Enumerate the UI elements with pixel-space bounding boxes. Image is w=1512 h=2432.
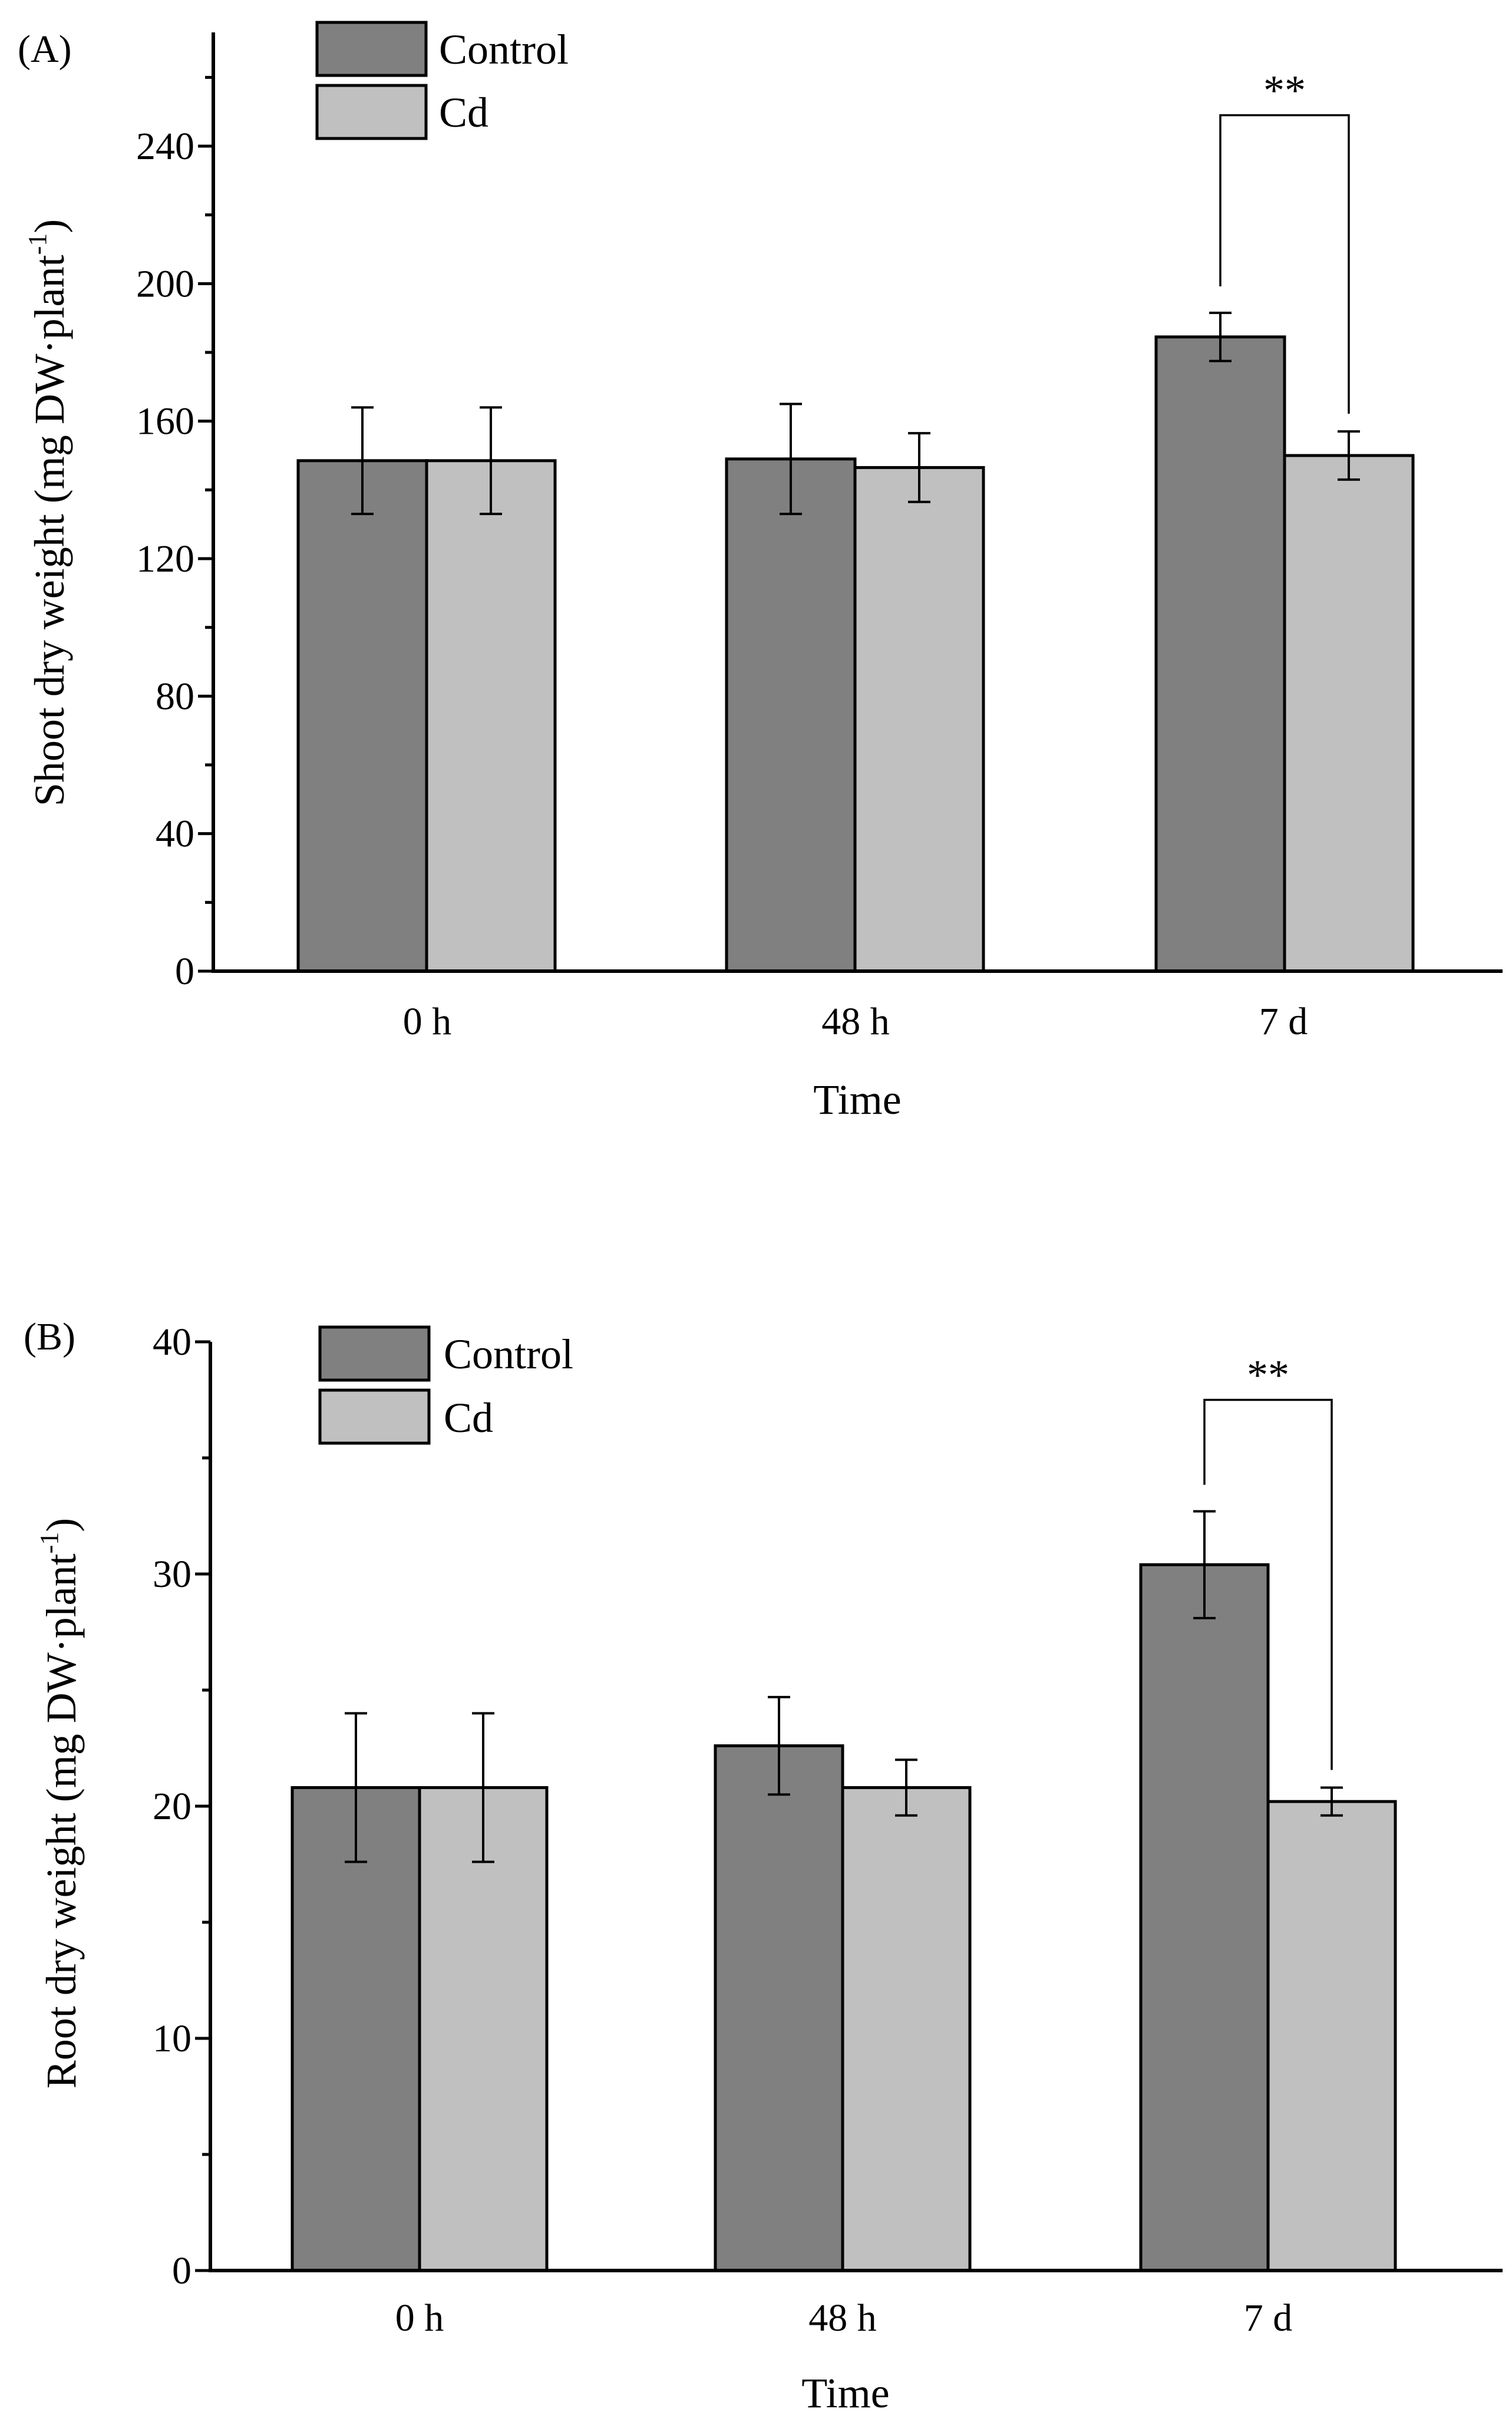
panel-a-label: (A) <box>18 28 72 71</box>
bar-control-7d <box>1154 335 1286 973</box>
error-bar-control-48h <box>768 1695 790 1796</box>
panel-b-x-tick-1: 48 h <box>808 2296 877 2339</box>
y-tick-label-0: 0 <box>175 950 194 993</box>
panel-a-error-bars <box>351 311 1360 516</box>
error-bar-control-7d <box>1193 1510 1216 1619</box>
y-tick-label-200: 200 <box>136 262 194 305</box>
y-tick-label-160: 160 <box>136 400 194 443</box>
panel-a-y-axis-title-close: ) <box>26 219 73 233</box>
panel-a-x-tick-0: 0 h <box>403 1000 452 1043</box>
y-tick-label-40: 40 <box>156 813 194 856</box>
bar-cd-48h <box>841 1786 972 2272</box>
panel-a-legend-swatch-cd <box>315 84 428 140</box>
panel-b-bars <box>290 1563 1397 2272</box>
panel-b-x-tick-0: 0 h <box>395 2296 444 2339</box>
panel-a-legend-label-control: Control <box>439 26 569 73</box>
error-bar-cd-48h <box>908 432 930 503</box>
panel-b-y-ticks <box>195 1340 210 2272</box>
panel-a-legend-swatch-control <box>315 21 428 77</box>
bar-control-48h <box>725 457 857 973</box>
panel-b-significance-label: ** <box>1247 1352 1289 1399</box>
panel-a-y-axis-title: Shoot dry weight (mg DW·plant-1) <box>23 219 73 807</box>
panel-b-y-tick-labels: 0 10 20 30 40 <box>153 1321 192 2292</box>
panel-b-y-axis-title-main: Root dry weight (mg DW·plant <box>38 1553 85 2088</box>
panel-a-axes <box>212 32 1503 973</box>
error-bar-control-0h <box>345 1712 367 1863</box>
panel-b-legend-swatch-control <box>318 1325 431 1382</box>
bar-control-48h <box>714 1744 844 2272</box>
bar-cd-7d <box>1283 454 1415 973</box>
panel-b-significance: ** <box>1203 1352 1333 1770</box>
panel-a-x-tick-1: 48 h <box>821 1000 890 1043</box>
panel-a-y-tick-labels: 0 40 80 120 160 200 240 <box>136 125 194 993</box>
y-tick-label-120: 120 <box>136 537 194 580</box>
panel-b-legend-swatch-cd <box>318 1388 431 1445</box>
error-bar-control-48h <box>780 402 802 516</box>
error-bar-cd-7d <box>1320 1786 1343 1817</box>
panel-a-y-axis-title-sup: -1 <box>23 233 52 255</box>
y-tick-label-30: 30 <box>153 1553 192 1596</box>
panel-a-legend: Control Cd <box>315 21 569 140</box>
y-tick-label-40: 40 <box>153 1321 192 1364</box>
panel-a-significance: ** <box>1219 67 1350 414</box>
panel-b: (B) 0 10 20 30 40 0 h 48 h 7 d Time Root dry… <box>24 1315 1503 2417</box>
bar-cd-48h <box>853 466 985 973</box>
error-bar-cd-48h <box>895 1758 917 1817</box>
y-tick-label-10: 10 <box>153 2017 192 2060</box>
panel-a-x-axis-title: Time <box>813 1076 901 1123</box>
panel-a-bars <box>296 335 1415 973</box>
panel-a-y-axis-title-main: Shoot dry weight (mg DW·plant <box>26 255 73 806</box>
panel-a-legend-label-cd: Cd <box>439 89 488 136</box>
panel-b-axes <box>209 1342 1503 2272</box>
panel-b-y-axis-title: Root dry weight (mg DW·plant-1) <box>35 1518 85 2088</box>
bar-control-7d <box>1139 1563 1270 2272</box>
bar-cd-0h <box>425 459 557 973</box>
panel-b-x-axis-title: Time <box>801 2370 889 2417</box>
panel-a-x-tick-2: 7 d <box>1259 1000 1308 1043</box>
y-tick-label-240: 240 <box>136 125 194 168</box>
bar-cd-0h <box>418 1786 549 2272</box>
panel-b-error-bars <box>345 1510 1343 1863</box>
bar-control-0h <box>296 459 428 973</box>
error-bar-control-7d <box>1209 311 1232 362</box>
panel-b-label: (B) <box>24 1315 75 1358</box>
y-tick-label-20: 20 <box>153 1785 192 1828</box>
panel-b-legend-label-cd: Cd <box>444 1394 493 1441</box>
panel-b-legend: Control Cd <box>318 1325 573 1445</box>
y-tick-label-80: 80 <box>156 675 194 718</box>
panel-b-significance-bracket <box>1203 1398 1333 1770</box>
error-bar-cd-0h <box>472 1712 494 1863</box>
panel-b-legend-label-control: Control <box>444 1331 573 1378</box>
panel-a-significance-label: ** <box>1263 67 1306 114</box>
y-tick-label-0: 0 <box>172 2249 192 2292</box>
panel-b-x-tick-2: 7 d <box>1244 2296 1293 2339</box>
bar-cd-7d <box>1266 1800 1397 2272</box>
panel-a-significance-bracket <box>1219 114 1350 414</box>
panel-b-y-axis-title-sup: -1 <box>35 1532 64 1554</box>
error-bar-cd-7d <box>1338 430 1360 481</box>
error-bar-control-0h <box>351 406 374 516</box>
panel-b-y-axis-title-close: ) <box>38 1518 85 1532</box>
error-bar-cd-0h <box>480 406 502 516</box>
panel-a-y-ticks <box>198 75 213 973</box>
